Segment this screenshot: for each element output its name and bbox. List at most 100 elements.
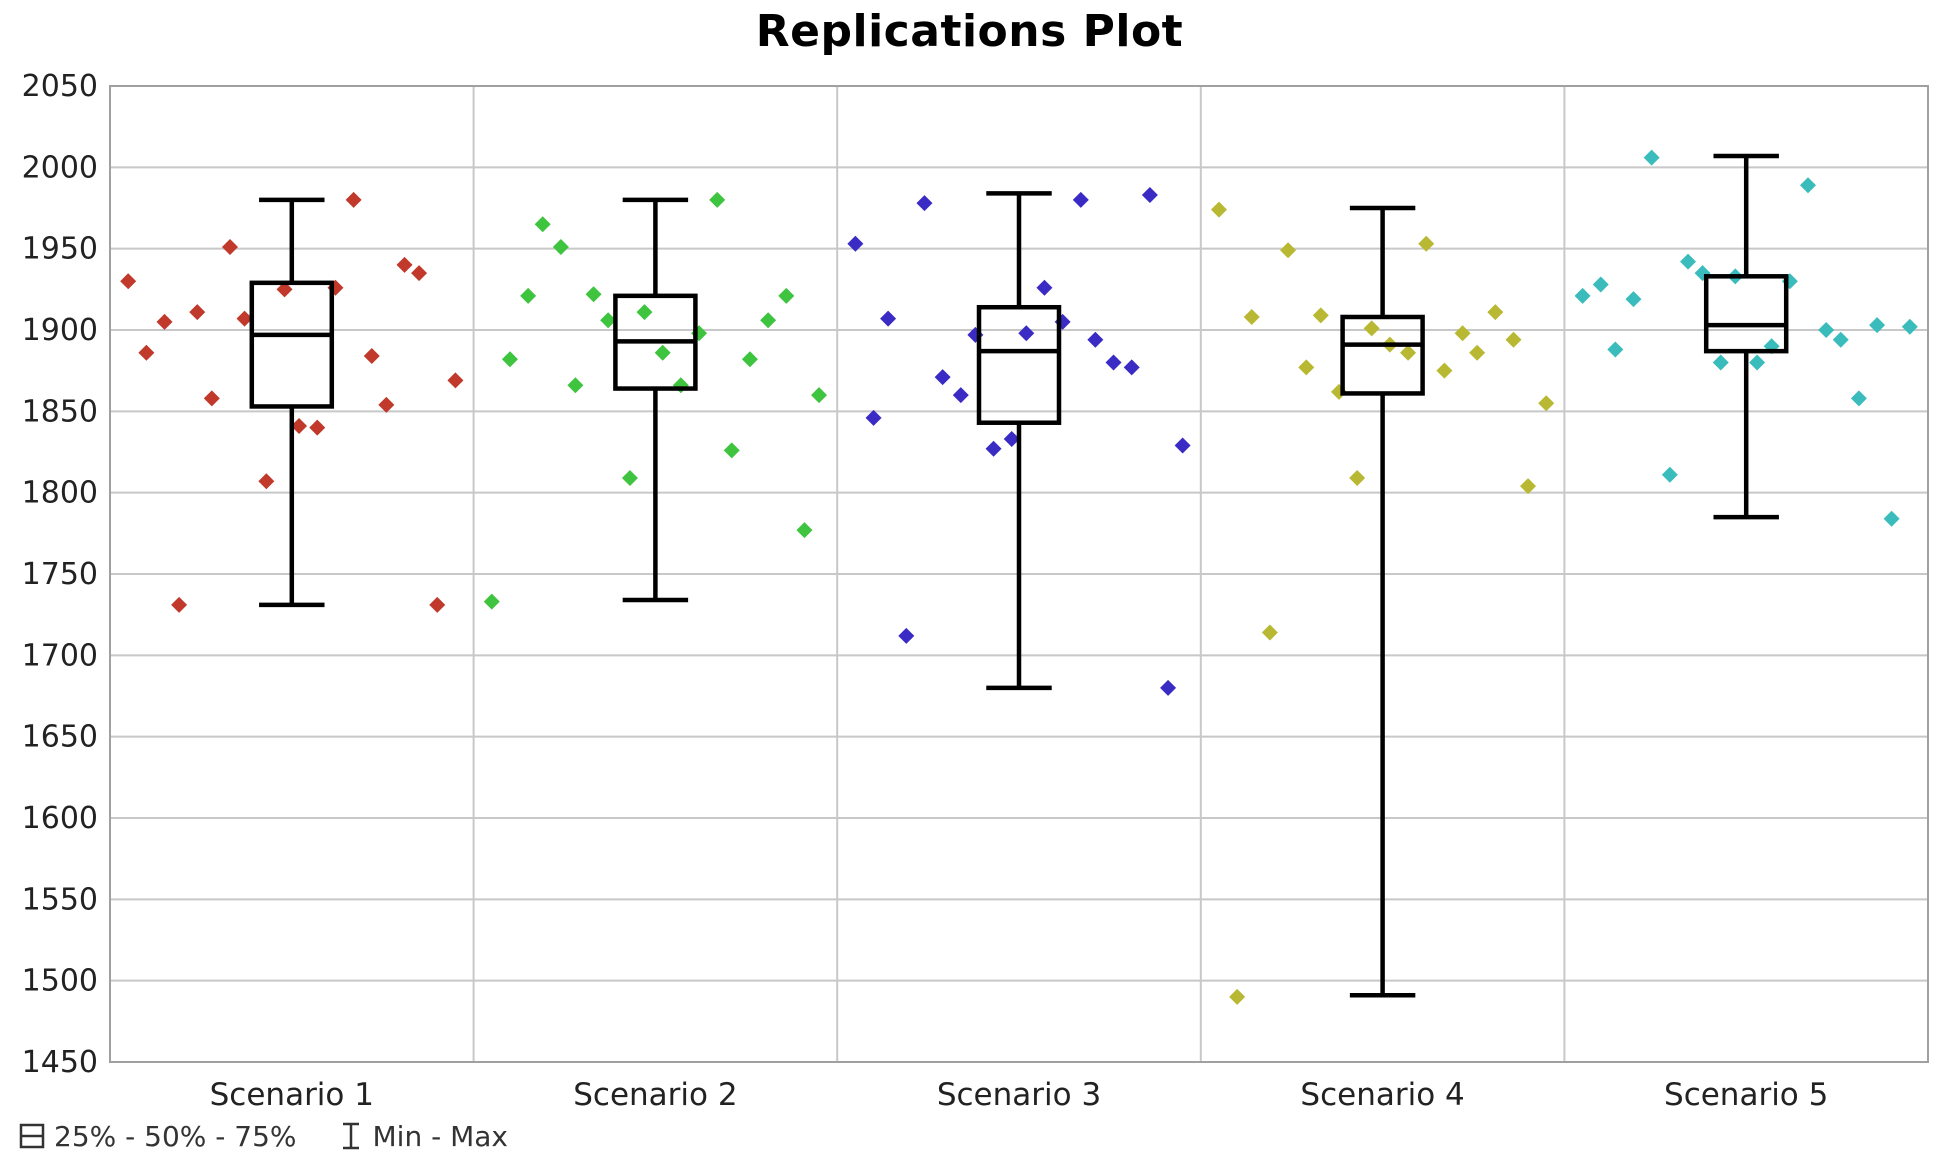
data-point — [189, 304, 206, 321]
x-category-label: Scenario 5 — [1664, 1077, 1828, 1110]
data-point — [1003, 430, 1020, 447]
chart-title: Replications Plot — [755, 6, 1184, 57]
data-point — [447, 372, 464, 389]
data-point — [567, 377, 584, 394]
quartile-box — [1340, 314, 1425, 396]
data-point — [429, 596, 446, 613]
data-point — [1625, 291, 1642, 308]
data-point — [120, 273, 137, 290]
data-point — [236, 310, 253, 327]
legend: 25% - 50% - 75% Min - Max — [18, 1116, 548, 1156]
y-tick-label: 1700 — [22, 638, 98, 673]
data-point — [1087, 331, 1104, 348]
data-point — [1574, 287, 1591, 304]
y-tick-label: 1650 — [22, 720, 98, 755]
data-point — [345, 191, 362, 208]
data-point — [1105, 354, 1122, 371]
y-tick-label: 1500 — [22, 964, 98, 999]
legend-label-quartiles: 25% - 50% - 75% — [54, 1119, 297, 1153]
data-point — [811, 387, 828, 404]
data-point — [396, 256, 413, 273]
data-point — [880, 310, 897, 327]
data-point — [378, 396, 395, 413]
data-point — [1520, 478, 1537, 495]
whisker-icon — [342, 1122, 359, 1150]
y-tick-label: 1950 — [22, 232, 98, 267]
data-point — [778, 287, 795, 304]
y-tick-label: 2050 — [22, 69, 98, 104]
x-category-label: Scenario 4 — [1300, 1077, 1464, 1110]
data-point — [501, 351, 518, 368]
data-point — [709, 191, 726, 208]
y-tick-label: 1900 — [22, 313, 98, 348]
y-tick-label: 2000 — [22, 150, 98, 185]
data-point — [760, 312, 777, 329]
data-point — [171, 596, 188, 613]
data-point — [1680, 253, 1697, 270]
data-point — [258, 473, 275, 490]
x-category-label: Scenario 1 — [210, 1077, 374, 1110]
legend-label-range: Min - Max — [372, 1119, 508, 1153]
data-point — [1538, 395, 1555, 412]
data-point — [1661, 466, 1678, 483]
data-point — [411, 265, 428, 282]
data-point — [156, 313, 173, 330]
data-point — [1123, 359, 1140, 376]
data-point — [985, 440, 1002, 457]
data-point — [221, 239, 238, 256]
data-point — [621, 470, 638, 487]
data-point — [1850, 390, 1867, 407]
data-point — [291, 417, 308, 434]
data-point — [1487, 304, 1504, 321]
data-point — [1018, 325, 1035, 342]
data-point — [600, 312, 617, 329]
data-point — [1869, 317, 1886, 334]
data-point — [1072, 191, 1089, 208]
data-point — [1141, 186, 1158, 203]
data-point — [796, 522, 813, 539]
y-tick-label: 1550 — [22, 882, 98, 917]
data-point — [1312, 307, 1329, 324]
data-point — [1901, 318, 1918, 335]
legend-item-quartiles: 25% - 50% - 75% — [18, 1120, 297, 1153]
data-point — [723, 442, 740, 459]
plot-frame — [109, 85, 1929, 1063]
axis-layer: 1450 1500 1550 1600 1650 1700 1750 1800 1850 1900… — [22, 69, 1929, 1110]
points-layer — [120, 149, 1918, 1005]
data-point — [847, 235, 864, 252]
data-point — [1469, 344, 1486, 361]
data-point — [585, 286, 602, 303]
data-point — [1243, 308, 1260, 325]
y-tick-label: 1750 — [22, 557, 98, 592]
data-point — [203, 390, 220, 407]
data-point — [1210, 201, 1227, 218]
data-point — [1607, 341, 1624, 358]
data-point — [636, 304, 653, 321]
data-point — [1749, 354, 1766, 371]
data-point — [1800, 177, 1817, 194]
data-point — [952, 387, 969, 404]
data-point — [1363, 320, 1380, 337]
quartile-box — [1703, 274, 1789, 354]
data-point — [934, 369, 951, 386]
data-point — [534, 216, 551, 233]
data-point — [898, 627, 915, 644]
x-category-label: Scenario 2 — [573, 1077, 737, 1110]
data-point — [1174, 437, 1191, 454]
data-point — [1418, 235, 1435, 252]
data-point — [1712, 354, 1729, 371]
y-tick-label: 1600 — [22, 801, 98, 836]
quartile-box — [249, 280, 335, 409]
data-point — [1436, 362, 1453, 379]
y-tick-label: 1850 — [22, 394, 98, 429]
data-point — [1261, 624, 1278, 641]
data-point — [1349, 470, 1366, 487]
data-point — [741, 351, 758, 368]
box-icon — [19, 1123, 45, 1149]
data-point — [672, 377, 689, 394]
data-point — [1298, 359, 1315, 376]
replications-plot: 1450 1500 1550 1600 1650 1700 1750 1800 1850 1900… — [22, 69, 1929, 1110]
data-point — [1505, 331, 1522, 348]
x-category-label: Scenario 3 — [937, 1077, 1101, 1110]
data-point — [483, 593, 500, 610]
